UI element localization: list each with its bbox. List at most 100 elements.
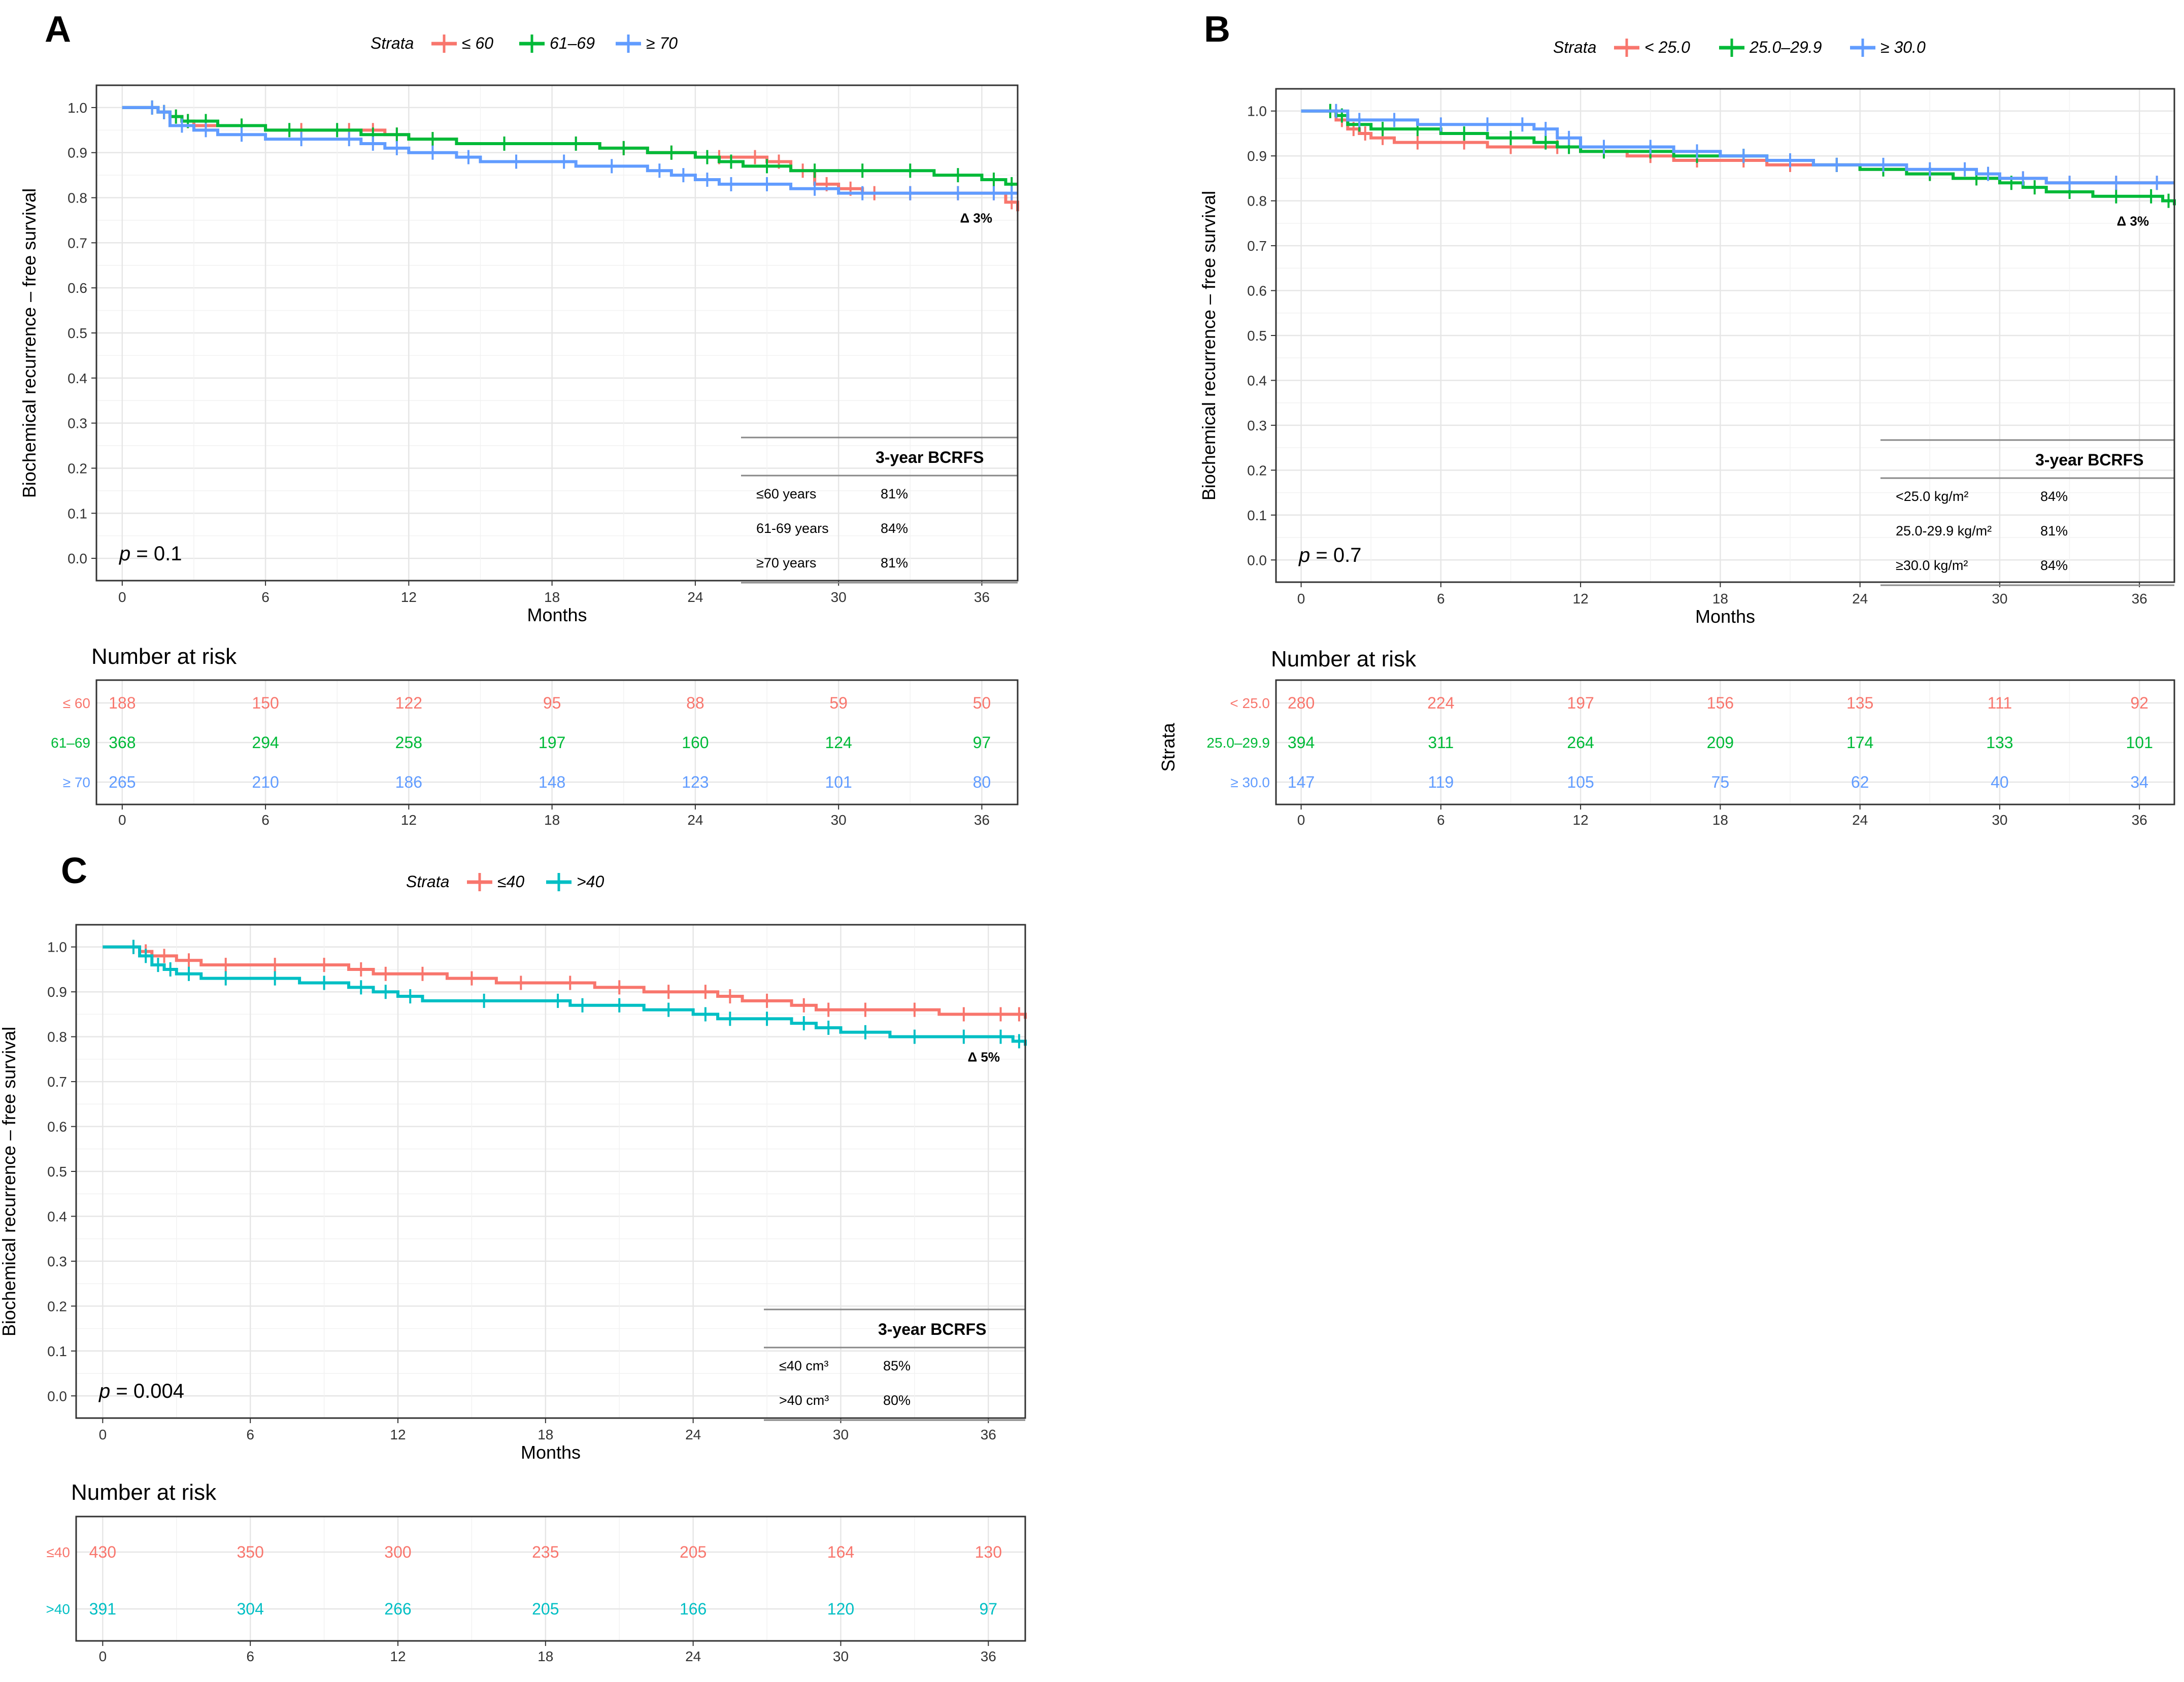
risk-x-tick-label: 0: [99, 1649, 107, 1664]
x-tick-label: 18: [537, 1427, 553, 1442]
risk-table-title: Number at risk: [91, 644, 237, 669]
risk-table: Number at risk ≤ 60 188 150 122 95 88 59 50 61–69…: [51, 644, 1019, 828]
legend-entry-2: ≥ 30.0: [1880, 38, 1926, 56]
y-tick-label: 0.4: [68, 371, 87, 386]
x-tick-label: 18: [1712, 591, 1728, 607]
panel-letter: C: [61, 851, 87, 891]
risk-count: 430: [89, 1543, 116, 1561]
risk-count: 119: [1428, 773, 1454, 791]
x-tick-label: 0: [99, 1427, 107, 1442]
y-tick-label: 0.3: [1247, 418, 1267, 433]
legend-title: Strata: [1553, 38, 1596, 56]
y-tick-label: 0.2: [68, 460, 87, 476]
risk-row-label: < 25.0: [1230, 695, 1270, 711]
x-tick-label: 6: [1437, 591, 1445, 607]
panel-letter: A: [45, 9, 71, 50]
delta-annotation: Δ 5%: [968, 1049, 1000, 1064]
series-0: [103, 939, 1027, 1022]
risk-count: 50: [973, 694, 991, 712]
x-tick-label: 12: [1573, 591, 1589, 607]
y-tick-label: 0.5: [68, 325, 87, 341]
risk-table-title: Number at risk: [1271, 647, 1417, 671]
risk-count: 197: [539, 733, 565, 752]
risk-count: 300: [384, 1543, 411, 1561]
y-axis-label: Biochemical recurrence – free survival: [19, 188, 40, 498]
x-tick-label: 36: [2132, 591, 2147, 607]
risk-x-tick-label: 36: [974, 812, 990, 828]
risk-count: 97: [979, 1600, 997, 1618]
table-row-label: 61-69 years: [756, 521, 829, 536]
risk-count: 124: [825, 733, 852, 752]
p-value: p = 0.004: [98, 1380, 184, 1402]
bcrfs-table: 3-year BCRFS <25.0 kg/m² 84% 25.0-29.9 kg/m…: [1880, 439, 2174, 586]
p-value: p = 0.1: [119, 543, 182, 565]
risk-x-tick-label: 30: [1992, 812, 2007, 828]
risk-x-tick-label: 30: [833, 1649, 849, 1664]
y-tick-label: 0.8: [1247, 193, 1267, 209]
risk-count: 88: [686, 694, 704, 712]
risk-y-label: Strata: [1158, 722, 1179, 771]
x-tick-label: 36: [981, 1427, 996, 1442]
grid: [1276, 89, 2174, 582]
risk-count: 160: [682, 733, 709, 752]
table-row-value: 81%: [2040, 523, 2068, 539]
legend-entry-1: 61–69: [550, 34, 595, 52]
panel-c: C Strata ≤40 >40 0.0 0.1 0.2 0.3 0.4 0.5 0.6 0.7 0.8…: [0, 851, 1027, 1664]
axes: 0.0 0.1 0.2 0.3 0.4 0.5 0.6 0.7 0.8 0.9 1.0 0 6 12 18 2…: [19, 100, 990, 625]
legend: Strata ≤40 >40: [406, 872, 604, 891]
x-tick-label: 30: [831, 589, 847, 605]
panel-letter: B: [1204, 9, 1230, 50]
risk-frame: [1275, 679, 2175, 805]
risk-count: 265: [109, 773, 136, 791]
y-tick-label: 0.1: [68, 506, 87, 521]
risk-count: 304: [237, 1600, 263, 1618]
risk-x-tick-label: 6: [261, 812, 270, 828]
legend-entry-2: ≥ 70: [646, 34, 678, 52]
x-tick-label: 24: [685, 1427, 701, 1442]
legend-title: Strata: [371, 34, 414, 52]
delta-annotation: Δ 3%: [960, 210, 993, 225]
panel-b: B Strata < 25.0 25.0–29.9 ≥ 30.0 0.0 0.1 0.2 0.3…: [1158, 9, 2176, 828]
legend-entry-0: ≤ 60: [462, 34, 493, 52]
risk-x-tick-label: 18: [537, 1649, 553, 1664]
x-tick-label: 12: [390, 1427, 406, 1442]
plot-frame: [95, 84, 1019, 582]
legend-title: Strata: [406, 872, 449, 891]
risk-count: 62: [1851, 773, 1869, 791]
x-tick-label: 0: [118, 589, 126, 605]
x-axis-label: Months: [527, 604, 587, 625]
risk-count: 150: [252, 694, 279, 712]
x-tick-label: 24: [1852, 591, 1868, 607]
risk-x-tick-label: 24: [687, 812, 703, 828]
table-row-value: 85%: [883, 1358, 911, 1373]
risk-x-tick-label: 12: [390, 1649, 406, 1664]
survival-curve: [103, 945, 1027, 1019]
risk-count: 368: [109, 733, 136, 752]
risk-x-tick-label: 36: [981, 1649, 996, 1664]
risk-count: 394: [1288, 733, 1315, 752]
risk-count: 164: [827, 1543, 854, 1561]
p-value: p = 0.7: [1298, 544, 1361, 566]
y-tick-label: 0.5: [1247, 328, 1267, 344]
x-tick-label: 6: [246, 1427, 254, 1442]
risk-row-label: ≤40: [46, 1544, 70, 1560]
risk-table: Number at risk < 25.0 280 224 197 156 135 111 92…: [1158, 647, 2175, 828]
risk-count: 135: [1846, 694, 1873, 712]
risk-count: 209: [1707, 733, 1734, 752]
y-tick-label: 0.2: [47, 1298, 67, 1314]
risk-row-label: ≥ 70: [63, 775, 90, 790]
y-tick-label: 0.6: [68, 280, 87, 296]
y-tick-label: 0.0: [47, 1388, 67, 1404]
y-tick-label: 1.0: [68, 100, 87, 116]
risk-frame: [95, 679, 1019, 805]
risk-count: 95: [543, 694, 561, 712]
table-header: 3-year BCRFS: [878, 1320, 986, 1338]
y-tick-label: 0.4: [1247, 373, 1267, 388]
risk-count: 205: [532, 1600, 559, 1618]
y-tick-label: 0.9: [68, 145, 87, 161]
risk-x-tick-label: 12: [1573, 812, 1589, 828]
table-row-label: <25.0 kg/m²: [1896, 489, 1968, 504]
delta-annotation: Δ 3%: [2117, 213, 2149, 228]
risk-y-label: Strata: [0, 1559, 2, 1608]
